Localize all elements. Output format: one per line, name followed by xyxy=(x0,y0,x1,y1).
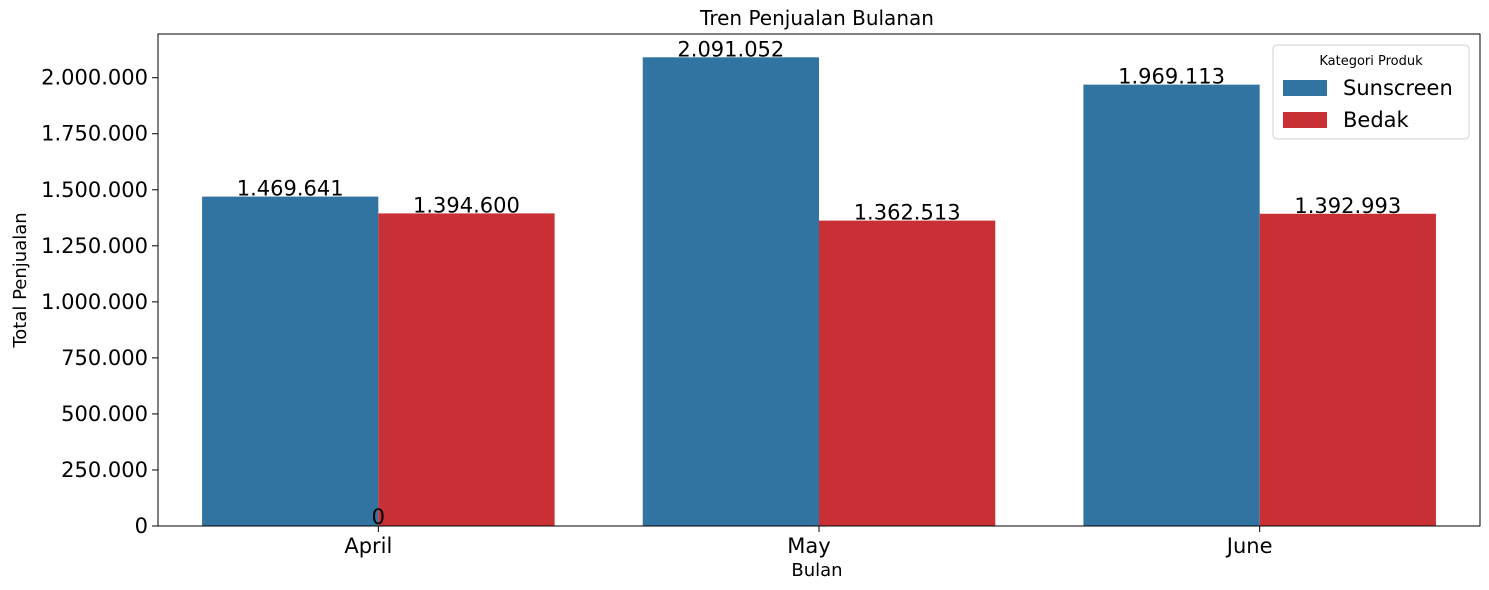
y-tick-label: 0 xyxy=(135,514,148,538)
bar-sunscreen-april xyxy=(202,196,379,526)
data-label: 1.392.993 xyxy=(1294,194,1401,218)
x-tick-label: April xyxy=(344,534,392,558)
y-tick-label: 1.500.000 xyxy=(41,178,148,202)
bar-sunscreen-june xyxy=(1083,84,1260,526)
legend: Kategori Produk Sunscreen Bedak xyxy=(1272,44,1470,140)
legend-title: Kategori Produk xyxy=(1319,54,1423,69)
y-tick-label: 250.000 xyxy=(61,458,148,482)
y-tick-label: 2.000.000 xyxy=(41,66,148,90)
y-tick-label: 750.000 xyxy=(61,346,148,370)
x-tick-label: June xyxy=(1225,534,1273,558)
plot-area: 1.469.641 2.091.052 1.969.113 1.394.600 1.36… xyxy=(41,33,1481,558)
y-axis-label: Total Penjualan xyxy=(10,212,31,348)
data-label: 2.091.052 xyxy=(677,37,784,61)
legend-swatch-sunscreen xyxy=(1283,80,1327,96)
data-label: 1.969.113 xyxy=(1118,65,1225,89)
legend-label-sunscreen: Sunscreen xyxy=(1343,76,1453,100)
chart-title: Tren Penjualan Bulanan xyxy=(699,6,934,30)
bar-bedak-june xyxy=(1259,213,1436,527)
x-axis-label: Bulan xyxy=(791,560,842,581)
x-tick-label: May xyxy=(787,534,830,558)
data-label: 1.469.641 xyxy=(237,177,344,201)
data-label: 1.362.513 xyxy=(854,201,961,225)
legend-label-bedak: Bedak xyxy=(1343,108,1410,132)
bar-bedak-may xyxy=(819,220,996,526)
bar-sunscreen-may xyxy=(642,57,819,527)
data-label-zero: 0 xyxy=(372,505,385,529)
y-tick-label: 500.000 xyxy=(61,402,148,426)
legend-swatch-bedak xyxy=(1283,112,1327,128)
y-tick-label: 1.750.000 xyxy=(41,122,148,146)
bar-bedak-april xyxy=(378,213,555,526)
data-label: 1.394.600 xyxy=(413,193,520,217)
y-tick-label: 1.250.000 xyxy=(41,234,148,258)
y-tick-label: 1.000.000 xyxy=(41,290,148,314)
